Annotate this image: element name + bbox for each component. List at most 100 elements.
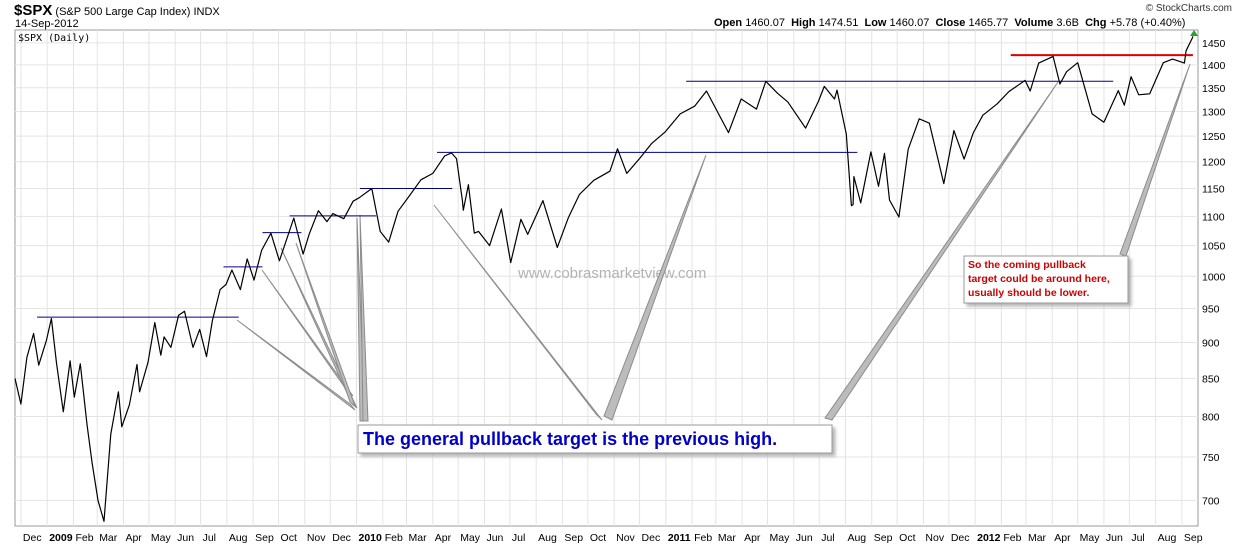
x-tick-label: Dec: [642, 532, 661, 544]
y-tick-label: 1200: [1202, 157, 1226, 169]
x-tick-label: Dec: [332, 532, 351, 544]
y-tick-label: 700: [1202, 495, 1220, 507]
main-callout-box: [357, 424, 833, 454]
x-tick-label: Apr: [435, 532, 452, 544]
callout-pointer-lines: [236, 63, 1191, 422]
y-tick-label: 1000: [1202, 271, 1226, 283]
y-axis: 700 750 800 850 900 950 1000 1050 1100 1150 1200 12…: [1202, 38, 1226, 507]
x-tick-label: Aug: [229, 532, 248, 544]
x-tick-label: Oct: [899, 532, 915, 544]
x-tick-label: Dec: [951, 532, 970, 544]
x-tick-label: Nov: [925, 532, 944, 544]
x-tick-label: Jul: [203, 532, 216, 544]
pointer-line: [236, 319, 356, 411]
x-tick-label: May: [460, 532, 481, 544]
low-label: Low: [864, 17, 887, 29]
index-name: (S&P 500 Large Cap Index): [55, 6, 191, 18]
note-line-1: So the coming pullback: [968, 259, 1086, 271]
y-tick-label: 850: [1202, 373, 1220, 385]
y-tick-label: 950: [1202, 304, 1220, 316]
main-callout-text: The general pullback target is the previ…: [363, 429, 777, 449]
watermark: www.cobrasmarketview.com: [517, 265, 706, 282]
x-tick-label: Mar: [718, 532, 737, 544]
x-tick-label: Jun: [177, 532, 194, 544]
chg-label: Chg: [1085, 17, 1107, 29]
chart-title: $SPX (S&P 500 Large Cap Index) INDX: [14, 2, 220, 19]
y-tick-label: 1250: [1202, 131, 1226, 143]
y-tick-label: 900: [1202, 337, 1220, 349]
x-tick-label: Sep: [564, 532, 583, 544]
note-line-2: target could be around here,: [968, 273, 1110, 285]
price-line: [14, 36, 1194, 522]
y-tick-label: 1400: [1202, 60, 1226, 72]
x-tick-label: Apr: [744, 532, 761, 544]
x-tick-label: Jul: [1131, 532, 1144, 544]
x-axis: Dec 2009 Feb Mar Apr May Jun Jul Aug Sep Oct Nov Dec…: [23, 532, 1203, 544]
pointer-line: [433, 204, 603, 421]
x-tick-label: Aug: [538, 532, 557, 544]
quote-bar: Open 1460.07 High 1474.51 Low 1460.07 Cl…: [714, 17, 1185, 29]
up-arrow-icon: [1190, 30, 1198, 36]
open-label: Open: [714, 17, 743, 29]
x-tick-label: Jun: [1106, 532, 1123, 544]
y-tick-label: 1300: [1202, 106, 1226, 118]
x-tick-label: Sep: [1184, 532, 1203, 544]
x-tick-label: Aug: [1158, 532, 1177, 544]
x-tick-label: May: [1080, 532, 1101, 544]
x-tick-label: Mar: [1028, 532, 1047, 544]
x-tick-label: Mar: [409, 532, 428, 544]
y-tick-label: 1150: [1202, 183, 1225, 195]
pointer-line: [359, 214, 369, 422]
open-value: 1460.07: [745, 17, 785, 29]
note-line-3: usually should be lower.: [968, 287, 1089, 299]
x-tick-label: Oct: [590, 532, 606, 544]
x-tick-label: Sep: [255, 532, 274, 544]
y-tick-label: 1350: [1202, 83, 1226, 95]
y-tick-label: 1050: [1202, 241, 1226, 253]
price-series: [14, 36, 1194, 522]
chg-value: +5.78 (+0.40%): [1109, 17, 1186, 29]
x-tick-label: Feb: [1003, 532, 1021, 544]
x-tick-label: Feb: [385, 532, 403, 544]
branding-text[interactable]: © StockCharts.com: [1145, 3, 1232, 14]
note-box: [963, 255, 1129, 304]
x-tick-label: Feb: [75, 532, 93, 544]
x-tick-label: Apr: [1054, 532, 1071, 544]
x-tick-label: Dec: [23, 532, 42, 544]
x-tick-label: 2009: [49, 532, 73, 544]
pointer-line: [295, 242, 357, 408]
main-callout: The general pullback target is the previ…: [357, 424, 833, 454]
x-tick-label: 2011: [668, 532, 691, 544]
y-tick-label: 800: [1202, 411, 1220, 423]
x-tick-label: Jul: [512, 532, 525, 544]
x-tick-label: Mar: [99, 532, 118, 544]
symbol: $SPX: [14, 2, 53, 19]
stockcharts-branding[interactable]: © StockCharts.com: [1146, 3, 1232, 14]
x-tick-label: Apr: [125, 532, 142, 544]
close-label: Close: [935, 17, 966, 29]
volume-label: Volume: [1014, 17, 1054, 29]
x-tick-label: Jul: [821, 532, 834, 544]
volume-value: 3.6B: [1056, 17, 1079, 29]
x-tick-label: May: [770, 532, 791, 544]
x-tick-label: Nov: [616, 532, 635, 544]
pointer-line: [824, 81, 1059, 421]
x-tick-label: Nov: [307, 532, 326, 544]
x-tick-label: Oct: [281, 532, 297, 544]
high-label: High: [791, 17, 816, 29]
high-value: 1474.51: [818, 17, 859, 29]
exchange: INDX: [193, 6, 220, 18]
pointer-line: [603, 154, 707, 421]
x-tick-label: Jun: [796, 532, 813, 544]
x-tick-label: Sep: [874, 532, 893, 544]
y-tick-label: 1450: [1202, 38, 1226, 50]
x-tick-label: 2012: [977, 532, 1001, 544]
x-tick-label: 2010: [359, 532, 383, 544]
low-value: 1460.07: [889, 17, 930, 29]
chart-label: $SPX (Daily): [18, 33, 90, 44]
note-callout: So the coming pullback target could be a…: [963, 255, 1129, 304]
x-tick-label: Feb: [694, 532, 712, 544]
x-tick-label: Jun: [486, 532, 503, 544]
pointer-line: [1119, 63, 1191, 257]
